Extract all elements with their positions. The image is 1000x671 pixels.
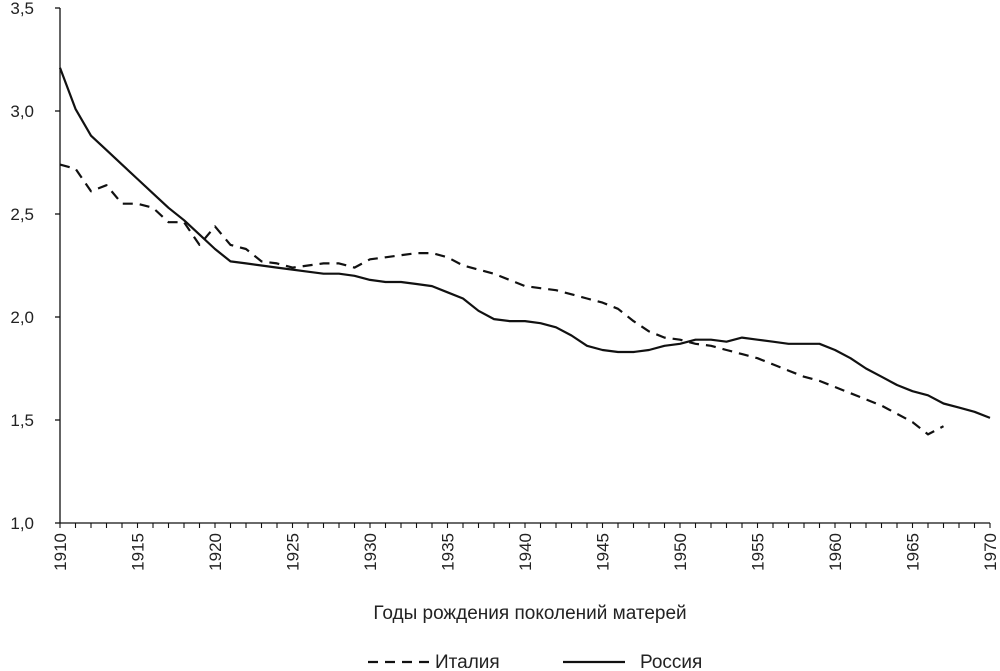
y-tick-label: 1,0: [10, 514, 34, 533]
y-tick-label: 3,0: [10, 102, 34, 121]
legend: Италия Россия: [368, 652, 702, 671]
series-line-russia: [58, 67, 991, 419]
series-line-italy: [59, 163, 945, 436]
x-tick-label: 1930: [361, 533, 380, 571]
x-tick-label: 1960: [826, 533, 845, 571]
x-tick-label: 1920: [206, 533, 225, 571]
legend-label-russia: Россия: [640, 652, 702, 671]
series-layer: [58, 67, 991, 436]
x-tick-label: 1915: [129, 533, 148, 571]
y-tick-label: 2,0: [10, 308, 34, 327]
x-tick-label: 1965: [904, 533, 923, 571]
x-tick-label: 1955: [749, 533, 768, 571]
y-tick-label: 1,5: [10, 411, 34, 430]
axes: [59, 8, 990, 524]
legend-label-italy: Италия: [435, 652, 500, 671]
x-tick-label: 1970: [981, 533, 1000, 571]
y-tick-label: 3,5: [10, 0, 34, 18]
x-axis-title: Годы рождения поколений матерей: [373, 603, 686, 624]
y-axis-ticks: 1,0 1,5 2,0 2,5 3,0 3,5: [10, 0, 60, 533]
x-tick-label: 1910: [51, 533, 70, 571]
x-tick-label: 1935: [439, 533, 458, 571]
x-tick-label: 1950: [671, 533, 690, 571]
x-tick-label: 1925: [284, 533, 303, 571]
y-tick-label: 2,5: [10, 205, 34, 224]
x-axis-ticks: 1910 1915 1920 1925 1930 1935 1940 1945 1950 1955…: [51, 523, 1000, 571]
x-tick-label: 1945: [594, 533, 613, 571]
x-tick-label: 1940: [516, 533, 535, 571]
